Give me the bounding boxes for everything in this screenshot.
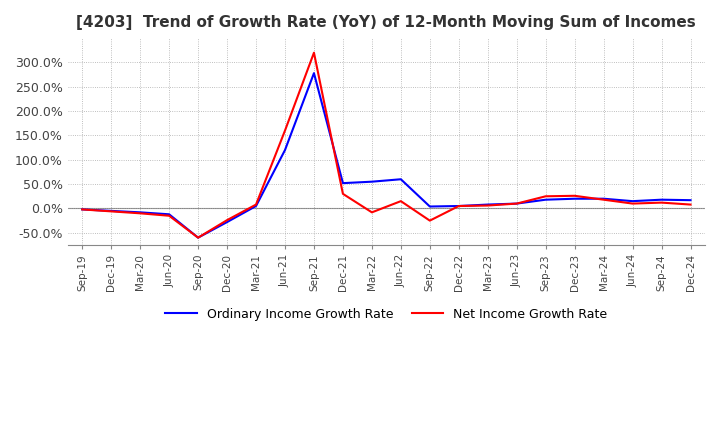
Net Income Growth Rate — [513, 201, 521, 206]
Ordinary Income Growth Rate — [368, 179, 377, 184]
Ordinary Income Growth Rate — [281, 147, 289, 153]
Net Income Growth Rate — [136, 211, 145, 216]
Ordinary Income Growth Rate — [513, 201, 521, 206]
Net Income Growth Rate — [252, 202, 261, 207]
Ordinary Income Growth Rate — [78, 207, 86, 212]
Net Income Growth Rate — [310, 50, 318, 55]
Ordinary Income Growth Rate — [136, 210, 145, 215]
Net Income Growth Rate — [222, 217, 231, 223]
Ordinary Income Growth Rate — [454, 203, 463, 209]
Net Income Growth Rate — [454, 203, 463, 209]
Net Income Growth Rate — [599, 197, 608, 202]
Net Income Growth Rate — [657, 200, 666, 205]
Net Income Growth Rate — [165, 213, 174, 218]
Net Income Growth Rate — [483, 203, 492, 208]
Net Income Growth Rate — [338, 191, 347, 197]
Ordinary Income Growth Rate — [686, 198, 695, 203]
Line: Net Income Growth Rate: Net Income Growth Rate — [82, 53, 690, 238]
Legend: Ordinary Income Growth Rate, Net Income Growth Rate: Ordinary Income Growth Rate, Net Income … — [161, 303, 612, 326]
Ordinary Income Growth Rate — [222, 220, 231, 225]
Net Income Growth Rate — [281, 128, 289, 133]
Ordinary Income Growth Rate — [599, 196, 608, 202]
Ordinary Income Growth Rate — [338, 180, 347, 186]
Line: Ordinary Income Growth Rate: Ordinary Income Growth Rate — [82, 73, 690, 238]
Net Income Growth Rate — [686, 202, 695, 207]
Ordinary Income Growth Rate — [541, 197, 550, 202]
Net Income Growth Rate — [78, 207, 86, 212]
Net Income Growth Rate — [368, 210, 377, 215]
Net Income Growth Rate — [629, 201, 637, 206]
Net Income Growth Rate — [194, 235, 202, 240]
Title: [4203]  Trend of Growth Rate (YoY) of 12-Month Moving Sum of Incomes: [4203] Trend of Growth Rate (YoY) of 12-… — [76, 15, 696, 30]
Net Income Growth Rate — [397, 198, 405, 204]
Ordinary Income Growth Rate — [165, 212, 174, 217]
Net Income Growth Rate — [107, 209, 115, 214]
Ordinary Income Growth Rate — [629, 198, 637, 204]
Ordinary Income Growth Rate — [426, 204, 434, 209]
Net Income Growth Rate — [426, 218, 434, 223]
Ordinary Income Growth Rate — [194, 235, 202, 240]
Ordinary Income Growth Rate — [310, 70, 318, 76]
Ordinary Income Growth Rate — [570, 196, 579, 202]
Ordinary Income Growth Rate — [252, 203, 261, 209]
Net Income Growth Rate — [570, 193, 579, 198]
Ordinary Income Growth Rate — [397, 176, 405, 182]
Ordinary Income Growth Rate — [107, 208, 115, 213]
Net Income Growth Rate — [541, 194, 550, 199]
Ordinary Income Growth Rate — [483, 202, 492, 207]
Ordinary Income Growth Rate — [657, 197, 666, 202]
